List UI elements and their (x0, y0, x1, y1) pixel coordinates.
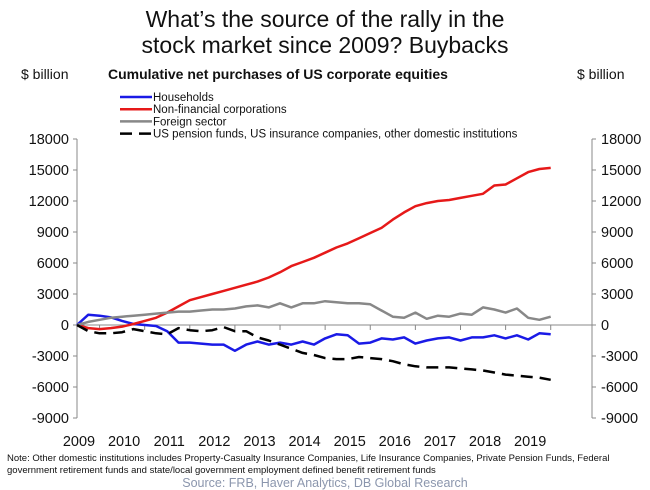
source-credit: Source: FRB, Haver Analytics, DB Global … (0, 476, 650, 490)
left-y-tick-label: 15000 (29, 163, 69, 179)
right-y-tick-label: 18000 (601, 132, 641, 148)
x-tick-label: 2019 (514, 434, 546, 450)
x-tick-label: 2017 (424, 434, 456, 450)
series-line-pension-insurance-domestic (77, 325, 551, 380)
x-tick-label: 2013 (243, 434, 275, 450)
left-y-tick-label: 12000 (29, 194, 69, 210)
x-tick-label: 2014 (288, 434, 320, 450)
x-tick-label: 2012 (198, 434, 230, 450)
series-line-non-financial-corporations (77, 168, 551, 329)
axes: 18000 18000 15000 15000 12000 12000 9000 9000 60… (29, 132, 642, 450)
legend-label-pension-insurance-domestic: US pension funds, US insurance companies… (153, 129, 518, 141)
left-y-tick-label: 9000 (37, 225, 69, 241)
left-y-tick-label: 0 (61, 318, 69, 334)
left-y-tick-label: -6000 (32, 380, 69, 396)
right-y-tick-label: 0 (601, 318, 609, 334)
legend-label-households: Households (153, 92, 214, 104)
left-y-tick-label: 18000 (29, 132, 69, 148)
x-tick-label: 2018 (469, 434, 501, 450)
footnote: Note: Other domestic institutions includ… (7, 453, 647, 476)
right-y-tick-label: 15000 (601, 163, 641, 179)
legend-label-foreign-sector: Foreign sector (153, 116, 227, 128)
left-y-tick-label: -3000 (32, 349, 69, 365)
right-y-tick-label: 3000 (601, 287, 633, 303)
right-y-tick-label: 6000 (601, 256, 633, 272)
right-y-tick-label: 9000 (601, 225, 633, 241)
left-y-tick-label: 6000 (37, 256, 69, 272)
x-tick-label: 2009 (63, 434, 95, 450)
right-y-tick-label: -9000 (601, 411, 638, 427)
right-y-tick-label: -6000 (601, 380, 638, 396)
series-layer (77, 168, 551, 380)
x-tick-label: 2010 (108, 434, 140, 450)
x-tick-label: 2016 (379, 434, 411, 450)
x-tick-label: 2011 (154, 434, 185, 450)
series-line-foreign-sector (77, 301, 551, 325)
left-y-tick-label: -9000 (32, 411, 69, 427)
left-y-tick-label: 3000 (37, 287, 69, 303)
right-y-tick-label: -3000 (601, 349, 638, 365)
legend-label-non-financial-corporations: Non-financial corporations (153, 104, 287, 116)
right-y-tick-label: 12000 (601, 194, 641, 210)
x-tick-label: 2015 (334, 434, 366, 450)
